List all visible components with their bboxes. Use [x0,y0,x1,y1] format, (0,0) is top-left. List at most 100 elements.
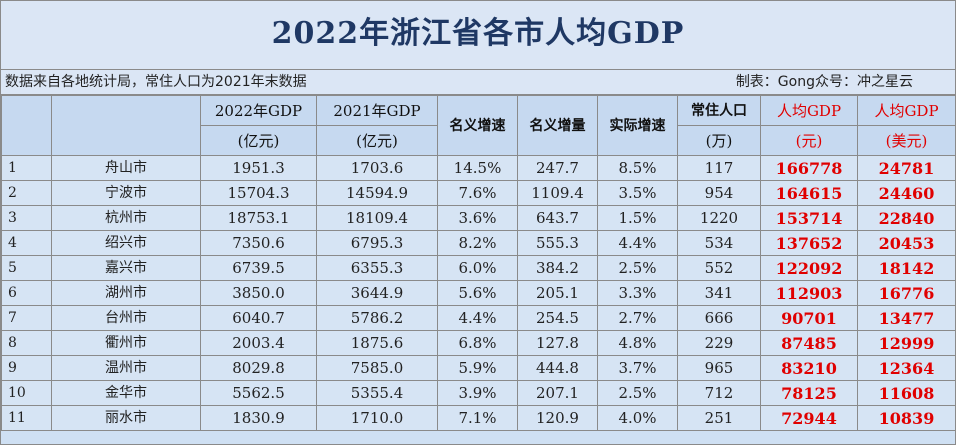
header-city [51,95,201,156]
table-row: 8 衢州市 2003.4 1875.6 6.8% 127.8 4.8% 229 … [1,330,956,356]
header-population-unit: (万) [677,125,761,156]
per-capita-usd-cell: 18142 [857,255,956,281]
gdp2021-cell: 7585.0 [316,355,438,381]
per-capita-cny-cell: 83210 [760,355,858,381]
table-row: 2 宁波市 15704.3 14594.9 7.6% 1109.4 3.5% 9… [1,180,956,206]
gdp2022-cell: 7350.6 [200,230,317,256]
real-growth-cell: 4.4% [597,230,678,256]
rank-cell: 5 [1,255,52,281]
nominal-growth-cell: 8.2% [437,230,518,256]
gdp2022-cell: 3850.0 [200,280,317,306]
city-cell: 温州市 [51,355,201,381]
nominal-increase-cell: 127.8 [517,330,598,356]
header-rank [1,95,52,156]
header-gdp2021-unit: (亿元) [316,125,438,156]
gdp2021-cell: 5786.2 [316,305,438,331]
population-cell: 552 [677,255,761,281]
table-body: 1 舟山市 1951.3 1703.6 14.5% 247.7 8.5% 117… [1,155,956,431]
per-capita-usd-cell: 20453 [857,230,956,256]
per-capita-usd-cell: 11608 [857,380,956,406]
rank-cell: 3 [1,205,52,231]
nominal-growth-cell: 3.9% [437,380,518,406]
per-capita-cny-cell: 137652 [760,230,858,256]
table-row: 4 绍兴市 7350.6 6795.3 8.2% 555.3 4.4% 534 … [1,230,956,256]
header-real-growth: 实际增速 [597,95,678,156]
per-capita-usd-cell: 12999 [857,330,956,356]
population-cell: 341 [677,280,761,306]
gdp2022-cell: 8029.8 [200,355,317,381]
table-row: 11 丽水市 1830.9 1710.0 7.1% 120.9 4.0% 251… [1,405,956,431]
info-row: 数据来自各地统计局，常住人口为2021年末数据 制表：Gong众号：冲之星云 [1,70,955,95]
per-capita-usd-cell: 24781 [857,155,956,181]
population-cell: 1220 [677,205,761,231]
nominal-growth-cell: 4.4% [437,305,518,331]
nominal-growth-cell: 3.6% [437,205,518,231]
population-cell: 534 [677,230,761,256]
header-gdp2022: 2022年GDP [200,95,317,126]
nominal-increase-cell: 205.1 [517,280,598,306]
city-cell: 丽水市 [51,405,201,431]
population-cell: 965 [677,355,761,381]
population-cell: 229 [677,330,761,356]
nominal-increase-cell: 207.1 [517,380,598,406]
city-cell: 舟山市 [51,155,201,181]
real-growth-cell: 3.5% [597,180,678,206]
nominal-growth-cell: 5.6% [437,280,518,306]
source-note: 数据来自各地统计局，常住人口为2021年末数据 [5,74,307,90]
header-gdp2022-unit: (亿元) [200,125,317,156]
per-capita-cny-cell: 78125 [760,380,858,406]
per-capita-usd-cell: 22840 [857,205,956,231]
per-capita-cny-cell: 90701 [760,305,858,331]
header-per-capita-cny: 人均GDP [760,95,858,126]
city-cell: 杭州市 [51,205,201,231]
header-per-capita-usd: 人均GDP [857,95,956,126]
per-capita-cny-cell: 153714 [760,205,858,231]
rank-cell: 9 [1,355,52,381]
nominal-increase-cell: 120.9 [517,405,598,431]
header-per-capita-usd-unit: (美元) [857,125,956,156]
nominal-growth-cell: 6.0% [437,255,518,281]
gdp2021-cell: 6795.3 [316,230,438,256]
nominal-increase-cell: 555.3 [517,230,598,256]
nominal-growth-cell: 14.5% [437,155,518,181]
per-capita-usd-cell: 10839 [857,405,956,431]
gdp2021-cell: 3644.9 [316,280,438,306]
gdp2022-cell: 18753.1 [200,205,317,231]
table-row: 9 温州市 8029.8 7585.0 5.9% 444.8 3.7% 965 … [1,355,956,381]
gdp2021-cell: 14594.9 [316,180,438,206]
rank-cell: 8 [1,330,52,356]
gdp2021-cell: 18109.4 [316,205,438,231]
table-row: 7 台州市 6040.7 5786.2 4.4% 254.5 2.7% 666 … [1,305,956,331]
nominal-growth-cell: 7.1% [437,405,518,431]
rank-cell: 4 [1,230,52,256]
real-growth-cell: 2.5% [597,380,678,406]
city-cell: 台州市 [51,305,201,331]
header-nominal-increase: 名义增量 [517,95,598,156]
gdp2022-cell: 15704.3 [200,180,317,206]
population-cell: 117 [677,155,761,181]
per-capita-cny-cell: 112903 [760,280,858,306]
gdp2022-cell: 5562.5 [200,380,317,406]
maker-note: 制表：Gong众号：冲之星云 [735,74,913,90]
header-population: 常住人口 [677,95,761,126]
city-cell: 宁波市 [51,180,201,206]
nominal-growth-cell: 6.8% [437,330,518,356]
rank-cell: 10 [1,380,52,406]
per-capita-usd-cell: 24460 [857,180,956,206]
city-cell: 金华市 [51,380,201,406]
population-cell: 666 [677,305,761,331]
population-cell: 954 [677,180,761,206]
nominal-increase-cell: 247.7 [517,155,598,181]
per-capita-cny-cell: 166778 [760,155,858,181]
gdp2022-cell: 1830.9 [200,405,317,431]
real-growth-cell: 4.8% [597,330,678,356]
nominal-increase-cell: 643.7 [517,205,598,231]
table-row: 3 杭州市 18753.1 18109.4 3.6% 643.7 1.5% 12… [1,205,956,231]
nominal-growth-cell: 7.6% [437,180,518,206]
gdp2022-cell: 6739.5 [200,255,317,281]
city-cell: 湖州市 [51,280,201,306]
nominal-increase-cell: 1109.4 [517,180,598,206]
rank-cell: 1 [1,155,52,181]
per-capita-cny-cell: 122092 [760,255,858,281]
